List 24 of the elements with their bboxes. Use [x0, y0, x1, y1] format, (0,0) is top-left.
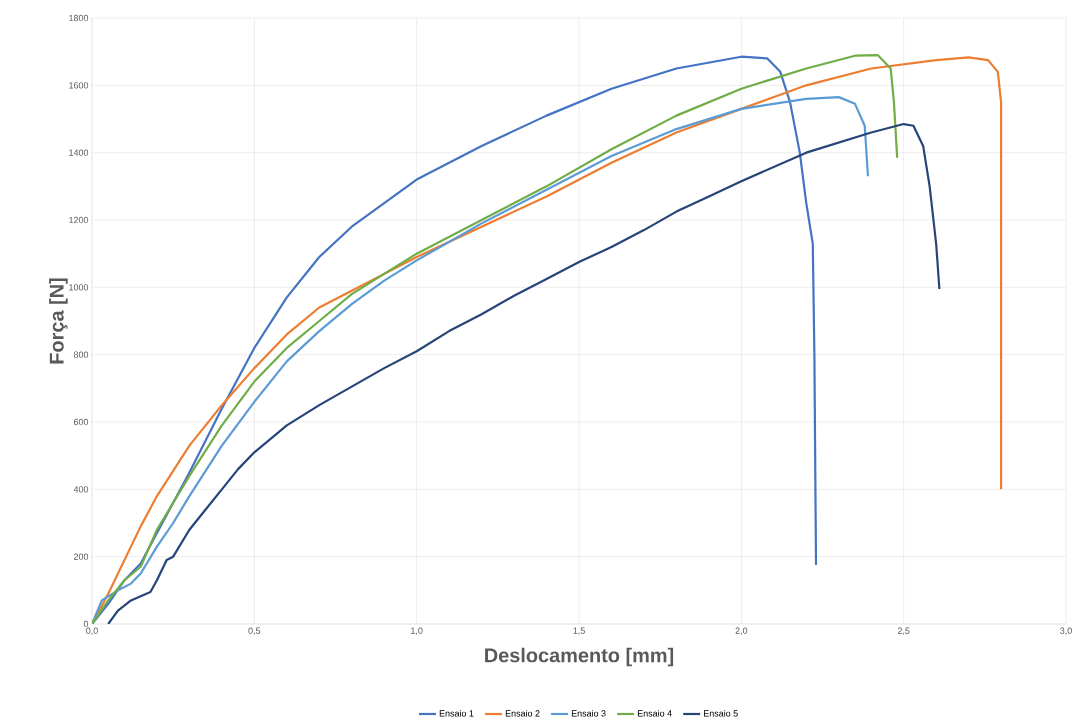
y-tick-label: 600	[73, 418, 89, 426]
y-tick-label: 1600	[69, 82, 89, 89]
legend-label: Ensaio 3	[571, 710, 606, 717]
y-tick-label: 1800	[69, 14, 89, 22]
x-tick-label: 1,0	[411, 627, 423, 635]
y-tick-label: 1000	[69, 284, 89, 291]
y-tick-label: 0	[83, 620, 89, 628]
y-tick-label: 800	[73, 351, 89, 358]
y-tick-label: 1400	[69, 149, 89, 156]
y-tick-label: 400	[73, 486, 89, 493]
x-tick-label: 1,5	[573, 627, 585, 635]
x-tick-label: 2,0	[735, 627, 748, 635]
x-tick-label: 0,0	[86, 627, 98, 635]
legend-label: Ensaio 5	[703, 710, 738, 717]
x-axis-title: Deslocamento [mm]	[485, 647, 674, 667]
y-tick-label: 1200	[69, 216, 89, 224]
x-tick-label: 3,0	[1060, 627, 1072, 635]
legend-label: Ensaio 1	[439, 710, 474, 717]
y-axis-title: Força [N]	[49, 278, 68, 364]
x-tick-label: 0,5	[248, 627, 261, 635]
legend-label: Ensaio 2	[505, 710, 540, 717]
y-tick-label: 200	[73, 553, 89, 560]
x-tick-label: 2,5	[897, 627, 910, 635]
legend-label: Ensaio 4	[637, 710, 672, 717]
